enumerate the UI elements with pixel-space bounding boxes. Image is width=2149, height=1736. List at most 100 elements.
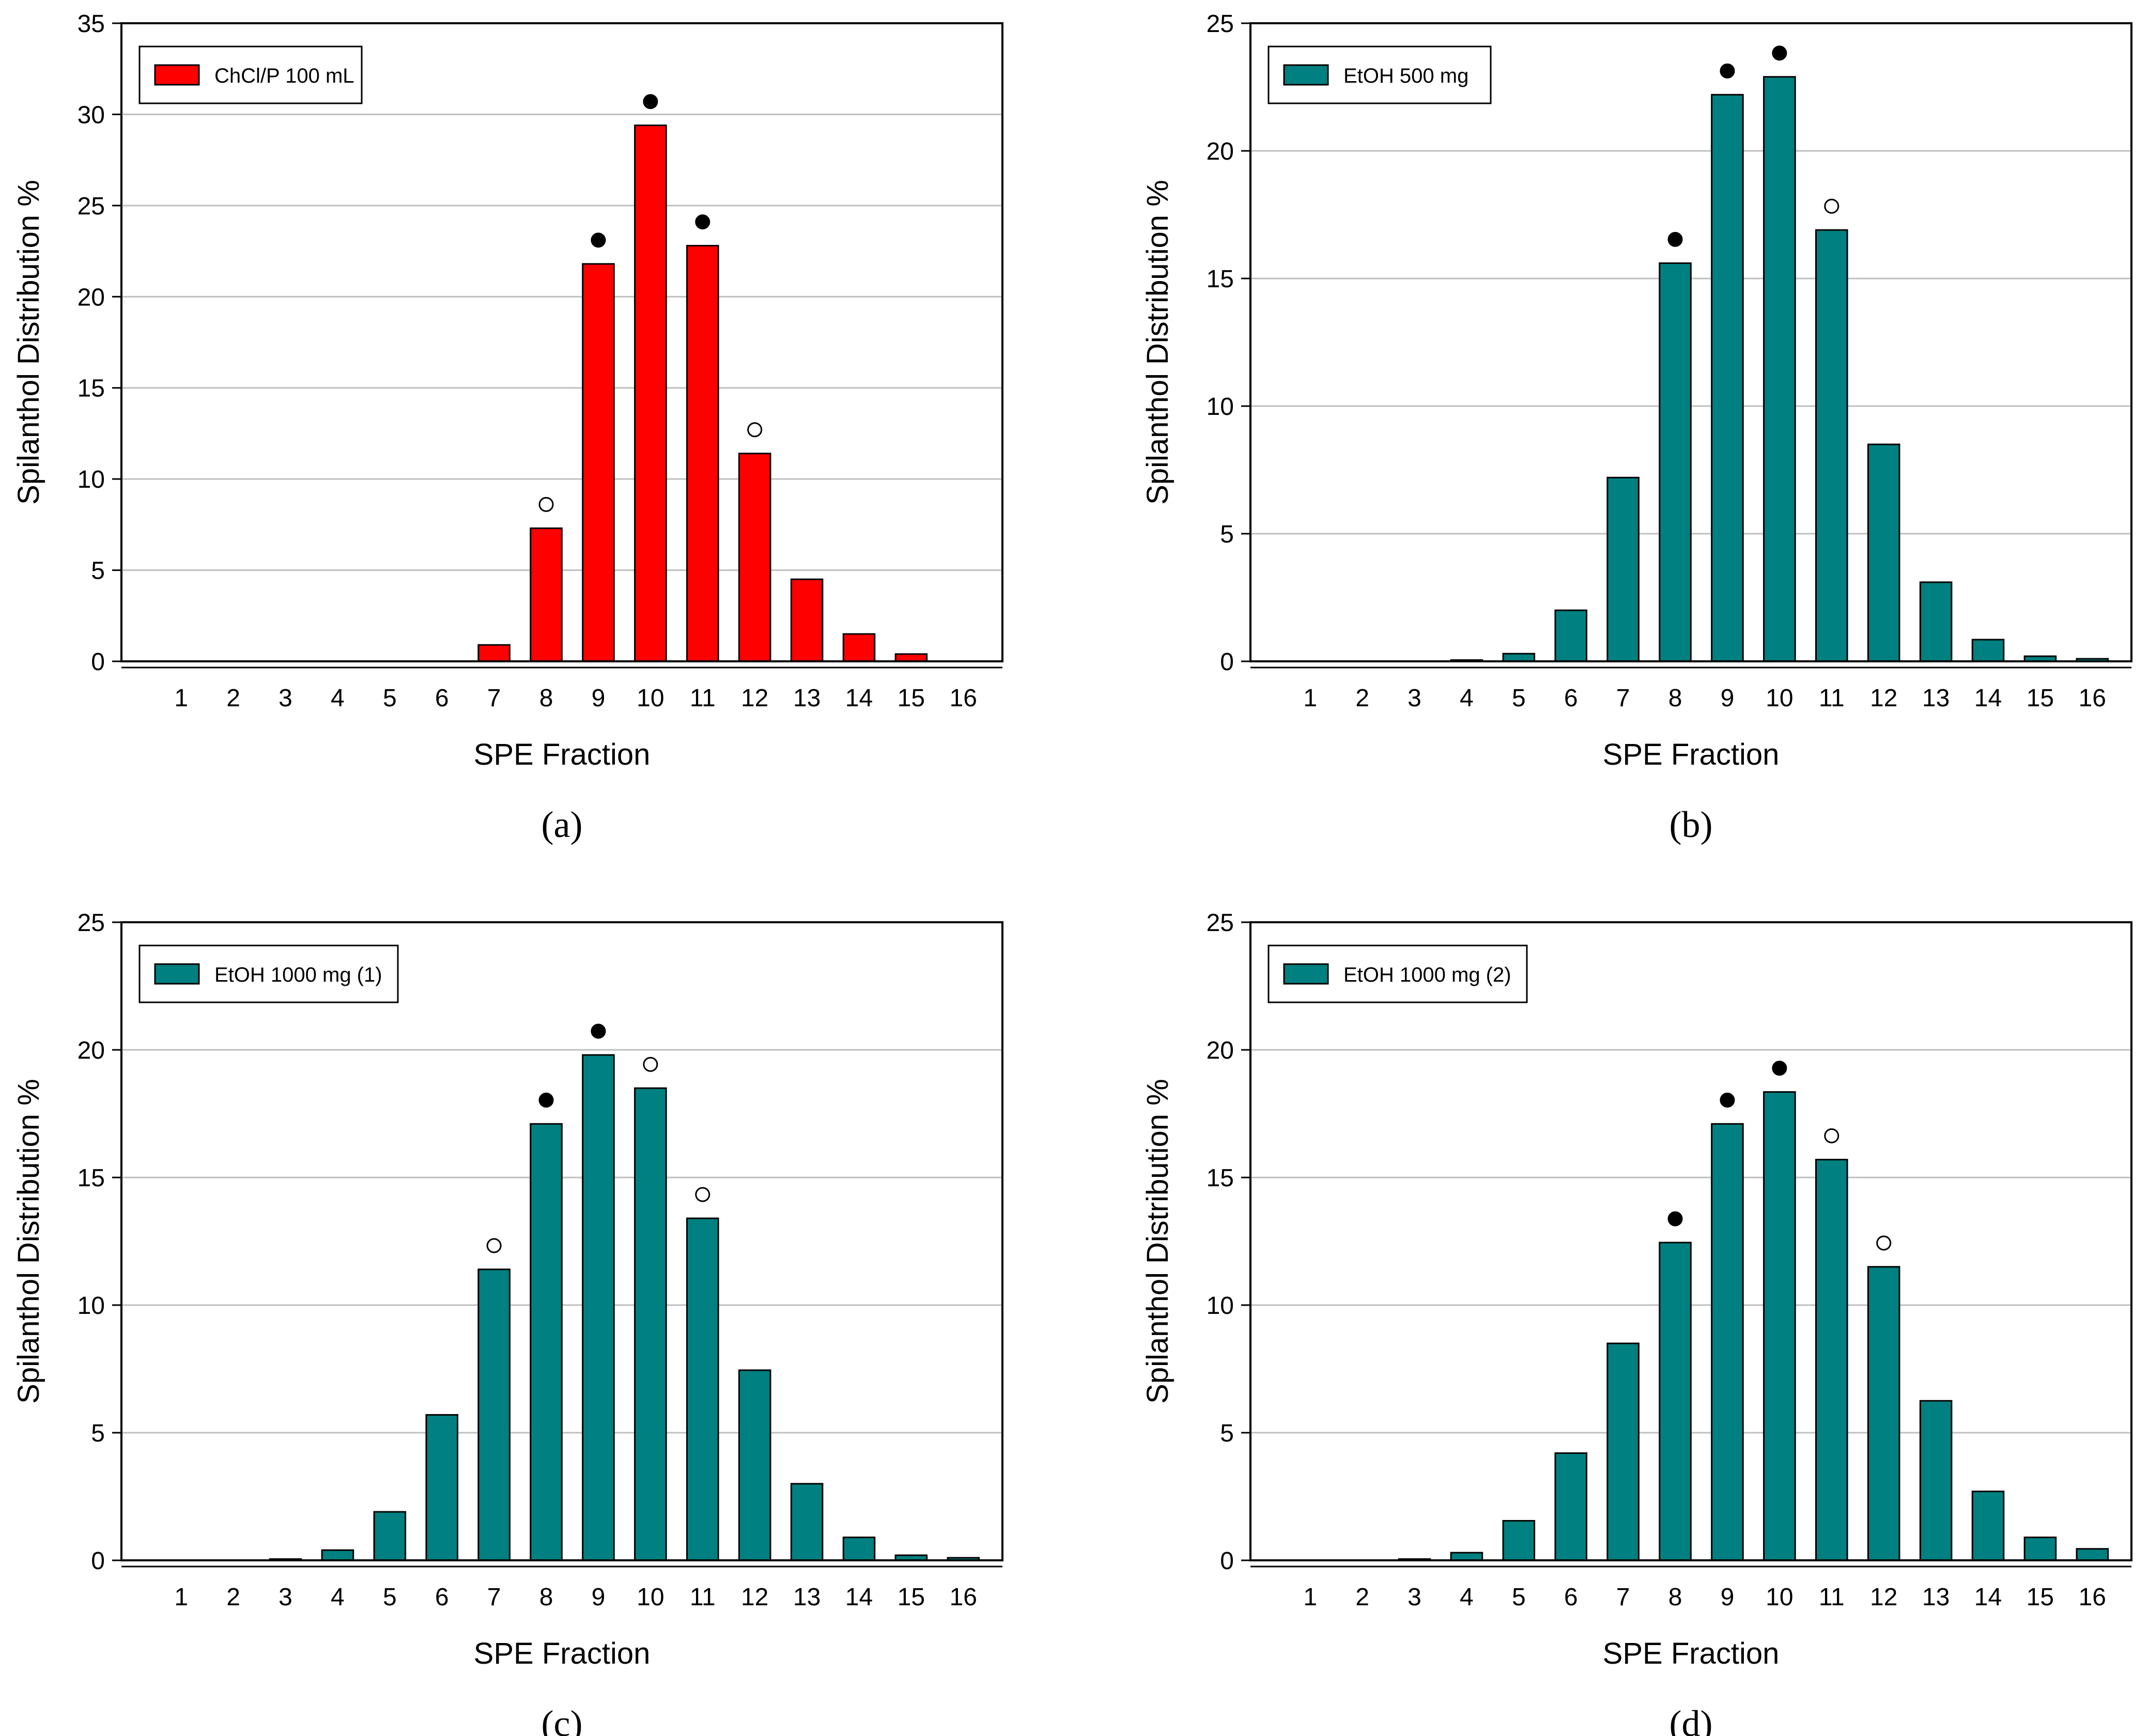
filled-marker — [1667, 1211, 1683, 1227]
y-tick-label: 0 — [1220, 648, 1234, 676]
y-axis-title: Spilanthol Distribution % — [1141, 180, 1174, 505]
y-tick-label: 25 — [1207, 10, 1234, 38]
x-tick-label: 3 — [1408, 1584, 1421, 1611]
bar-c-14 — [842, 1537, 876, 1561]
y-tick-label: 25 — [1207, 909, 1234, 937]
legend: ChCl/P 100 mL — [138, 45, 363, 104]
x-tick-label: 6 — [1564, 1584, 1578, 1611]
legend-swatch — [1283, 963, 1329, 985]
x-tick-label: 15 — [898, 1584, 925, 1611]
bar-d-4 — [1450, 1552, 1483, 1561]
filled-marker — [1772, 45, 1787, 61]
bar-b-9 — [1711, 94, 1744, 662]
y-tick-label: 20 — [78, 1037, 105, 1064]
y-tick-label: 0 — [1220, 1547, 1234, 1575]
x-tick-label: 16 — [2079, 1584, 2106, 1611]
bar-d-8 — [1659, 1242, 1692, 1561]
panel-label: (d) — [1669, 1703, 1713, 1736]
bar-b-11 — [1815, 229, 1848, 662]
open-marker — [643, 1057, 658, 1072]
plot-frame — [120, 22, 1003, 662]
legend-swatch — [1283, 64, 1329, 86]
open-marker — [1824, 1128, 1839, 1143]
x-tick-label: 4 — [331, 1584, 345, 1611]
bar-a-11 — [686, 244, 719, 662]
open-marker — [486, 1238, 502, 1253]
x-tick-label: 5 — [1512, 685, 1526, 712]
plot-frame — [1249, 22, 2132, 662]
x-tick-label: 7 — [487, 1584, 501, 1611]
y-tick-label: 25 — [78, 193, 105, 220]
bar-c-9 — [582, 1054, 615, 1561]
bar-a-7 — [477, 644, 511, 662]
x-tick-label: 5 — [1512, 1584, 1526, 1611]
bar-d-16 — [2076, 1548, 2109, 1561]
x-tick-label: 2 — [226, 685, 240, 712]
bar-c-13 — [790, 1483, 824, 1561]
x-axis-title: SPE Fraction — [474, 1637, 651, 1670]
x-tick-label: 1 — [1303, 685, 1317, 712]
y-tick-label: 5 — [1220, 521, 1234, 548]
y-axis-title: Spilanthol Distribution % — [1141, 1079, 1174, 1404]
bar-a-12 — [738, 453, 771, 662]
x-tick-label: 1 — [174, 685, 188, 712]
x-tick-label: 11 — [690, 685, 716, 712]
bar-b-6 — [1554, 609, 1588, 662]
x-tick-label: 9 — [1721, 685, 1735, 712]
open-marker — [1824, 198, 1839, 214]
x-tick-label: 3 — [1408, 685, 1421, 712]
filled-marker — [1667, 231, 1683, 247]
x-axis-title: SPE Fraction — [474, 738, 651, 771]
x-tick-label: 13 — [793, 1584, 821, 1611]
bar-d-7 — [1606, 1342, 1640, 1561]
open-marker — [695, 1187, 710, 1202]
x-tick-label: 7 — [1616, 685, 1630, 712]
bar-b-14 — [1971, 639, 2005, 662]
y-tick-label: 5 — [91, 1420, 105, 1447]
legend-label: EtOH 500 mg — [1343, 65, 1468, 87]
open-marker — [538, 497, 554, 512]
x-tick-label: 2 — [1355, 685, 1369, 712]
x-tick-label: 5 — [383, 685, 397, 712]
y-tick-label: 15 — [1207, 1165, 1234, 1192]
legend: EtOH 500 mg — [1267, 45, 1492, 104]
y-tick-label: 15 — [78, 1165, 105, 1192]
y-tick-label: 15 — [78, 375, 105, 402]
x-tick-label: 12 — [741, 1584, 768, 1611]
panel-label: (b) — [1669, 804, 1713, 845]
x-tick-label: 6 — [435, 1584, 449, 1611]
x-axis-title: SPE Fraction — [1603, 738, 1780, 771]
x-tick-label: 3 — [279, 685, 292, 712]
x-tick-label: 15 — [2027, 685, 2054, 712]
y-tick-label: 10 — [78, 466, 105, 493]
panel-label: (c) — [542, 1703, 583, 1736]
legend-swatch — [154, 64, 200, 86]
x-tick-label: 3 — [279, 1584, 292, 1611]
bar-a-15 — [894, 653, 928, 662]
bar-c-6 — [425, 1414, 458, 1561]
y-tick-label: 10 — [1207, 393, 1234, 421]
x-tick-label: 11 — [1819, 1584, 1845, 1611]
bar-a-8 — [530, 527, 563, 662]
x-tick-label: 8 — [539, 1584, 553, 1611]
open-marker — [747, 422, 763, 438]
filled-marker — [1772, 1061, 1787, 1076]
bar-d-13 — [1919, 1400, 1953, 1561]
legend-label: EtOH 1000 mg (1) — [214, 964, 382, 986]
x-tick-label: 9 — [592, 685, 606, 712]
bar-c-12 — [738, 1369, 771, 1561]
filled-marker — [538, 1092, 554, 1108]
bar-c-8 — [530, 1123, 563, 1561]
x-tick-label: 16 — [950, 685, 977, 712]
bar-a-9 — [582, 263, 615, 662]
x-tick-label: 12 — [1870, 685, 1897, 712]
x-tick-label: 2 — [226, 1584, 240, 1611]
x-tick-label: 5 — [383, 1584, 397, 1611]
open-marker — [1876, 1235, 1892, 1251]
y-tick-label: 35 — [78, 10, 105, 38]
x-tick-label: 14 — [1974, 685, 2002, 712]
bar-c-10 — [634, 1087, 667, 1561]
x-tick-label: 15 — [2027, 1584, 2054, 1611]
